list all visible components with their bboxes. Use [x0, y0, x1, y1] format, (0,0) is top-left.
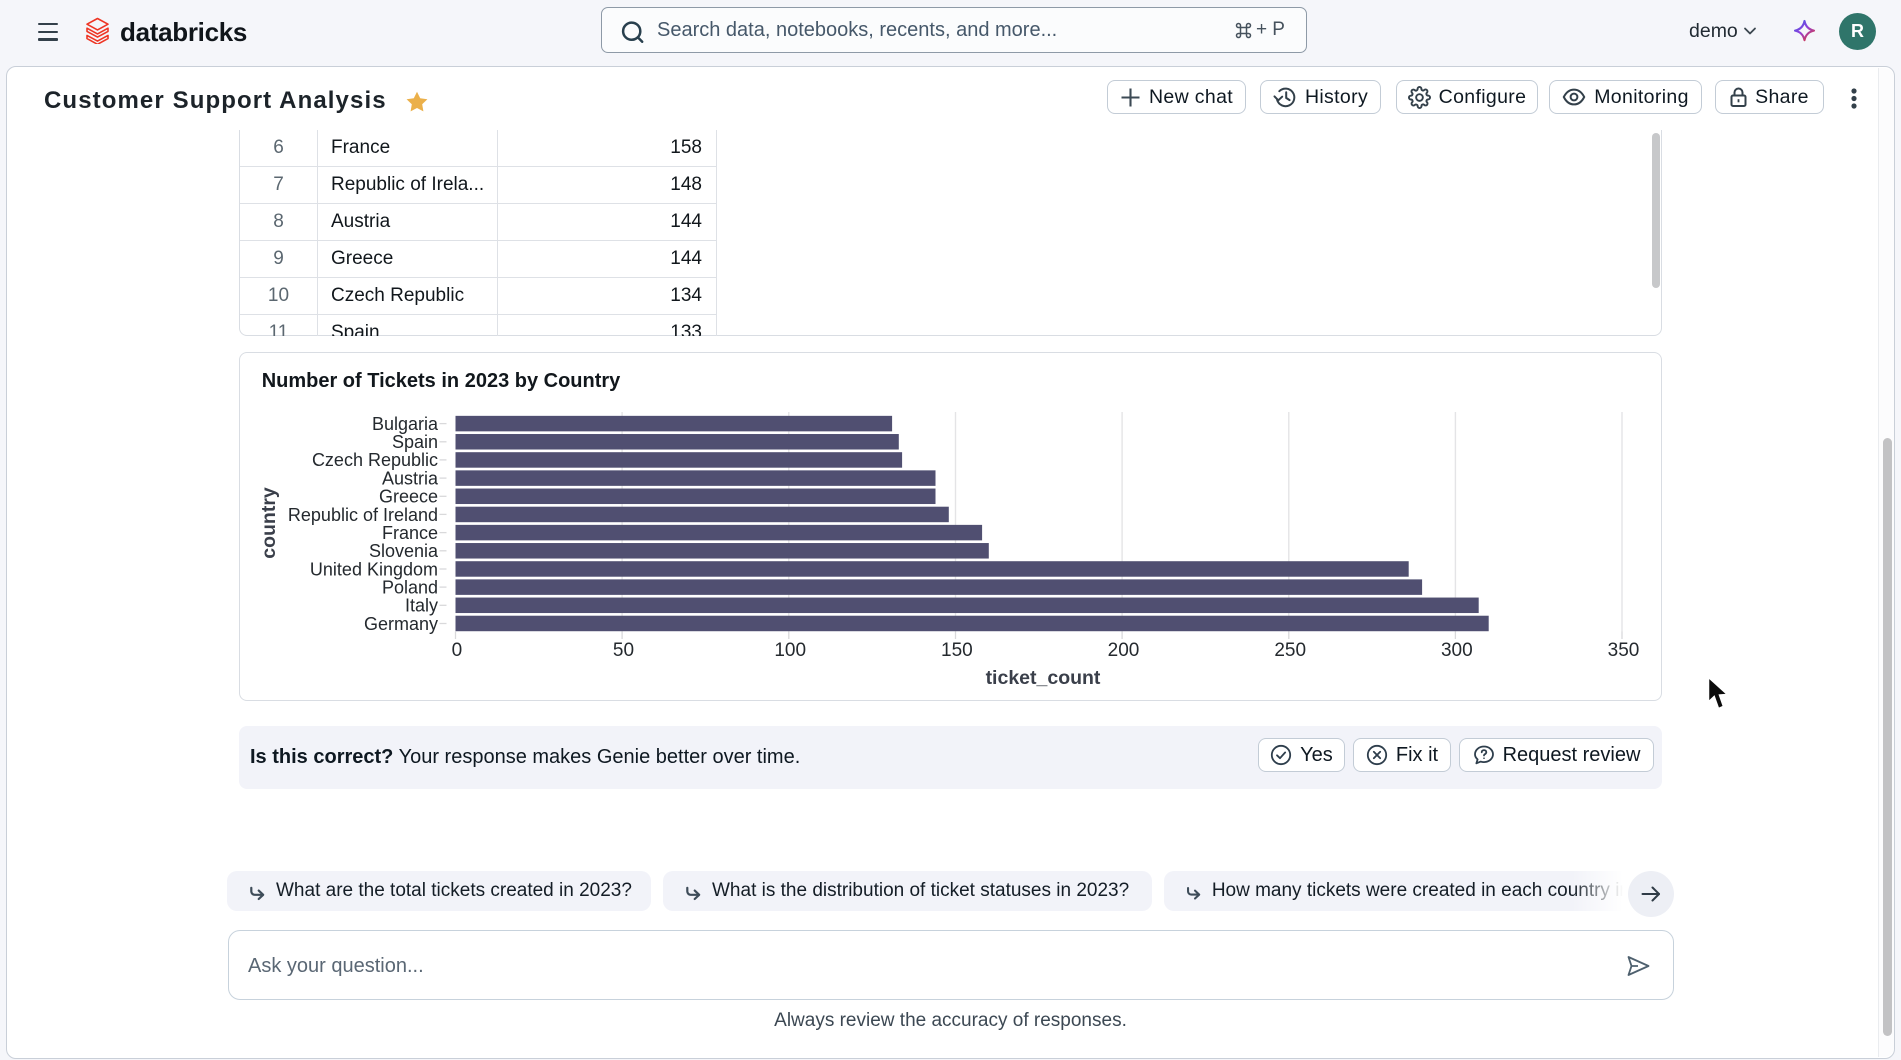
svg-text:Czech Republic: Czech Republic: [312, 450, 438, 470]
svg-text:Greece: Greece: [379, 487, 438, 507]
svg-text:Bulgaria: Bulgaria: [372, 414, 439, 434]
svg-text:Spain: Spain: [392, 432, 438, 452]
svg-text:Number of Tickets in 2023 by C: Number of Tickets in 2023 by Country: [262, 370, 621, 392]
svg-text:300: 300: [1441, 640, 1473, 661]
svg-text:Italy: Italy: [405, 596, 438, 616]
svg-text:250: 250: [1274, 640, 1306, 661]
svg-text:Slovenia: Slovenia: [369, 541, 439, 561]
svg-text:Austria: Austria: [382, 468, 439, 488]
svg-text:Poland: Poland: [382, 577, 438, 597]
svg-text:Republic of Ireland: Republic of Ireland: [288, 505, 438, 525]
svg-text:150: 150: [941, 640, 973, 661]
svg-text:350: 350: [1608, 640, 1640, 661]
svg-text:United Kingdom: United Kingdom: [310, 559, 438, 579]
svg-text:France: France: [382, 523, 438, 543]
svg-text:ticket_count: ticket_count: [986, 667, 1101, 689]
svg-text:Germany: Germany: [364, 614, 438, 634]
svg-text:50: 50: [613, 640, 634, 661]
svg-text:100: 100: [774, 640, 806, 661]
svg-text:200: 200: [1108, 640, 1140, 661]
svg-text:0: 0: [452, 640, 463, 661]
svg-text:country: country: [258, 487, 280, 559]
